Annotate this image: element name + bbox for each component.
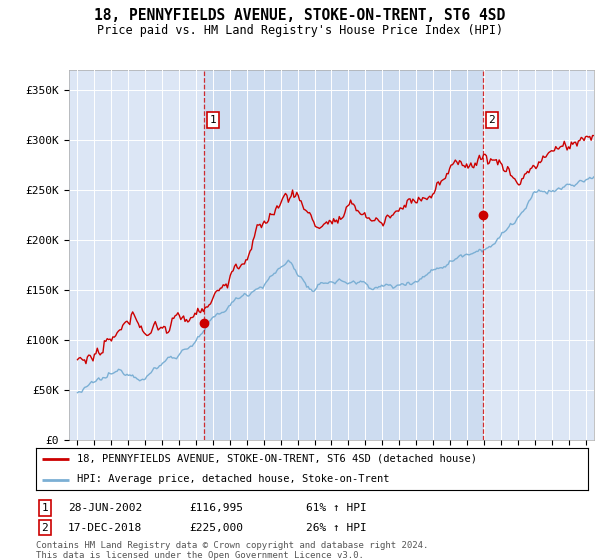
Text: Contains HM Land Registry data © Crown copyright and database right 2024.: Contains HM Land Registry data © Crown c…	[36, 542, 428, 550]
Bar	[205, 70, 483, 440]
Text: 18, PENNYFIELDS AVENUE, STOKE-ON-TRENT, ST6 4SD (detached house): 18, PENNYFIELDS AVENUE, STOKE-ON-TRENT, …	[77, 454, 478, 464]
Text: £225,000: £225,000	[189, 522, 243, 533]
Text: 17-DEC-2018: 17-DEC-2018	[68, 522, 142, 533]
Text: 1: 1	[41, 503, 49, 513]
Text: 26% ↑ HPI: 26% ↑ HPI	[305, 522, 367, 533]
Text: 1: 1	[209, 115, 217, 125]
Text: 2: 2	[488, 115, 495, 125]
Text: £116,995: £116,995	[189, 503, 243, 513]
Text: Price paid vs. HM Land Registry's House Price Index (HPI): Price paid vs. HM Land Registry's House …	[97, 24, 503, 36]
Text: This data is licensed under the Open Government Licence v3.0.: This data is licensed under the Open Gov…	[36, 551, 364, 560]
Text: HPI: Average price, detached house, Stoke-on-Trent: HPI: Average price, detached house, Stok…	[77, 474, 390, 484]
Text: 61% ↑ HPI: 61% ↑ HPI	[305, 503, 367, 513]
Text: 2: 2	[41, 522, 49, 533]
Text: 28-JUN-2002: 28-JUN-2002	[68, 503, 142, 513]
Text: 18, PENNYFIELDS AVENUE, STOKE-ON-TRENT, ST6 4SD: 18, PENNYFIELDS AVENUE, STOKE-ON-TRENT, …	[94, 8, 506, 24]
